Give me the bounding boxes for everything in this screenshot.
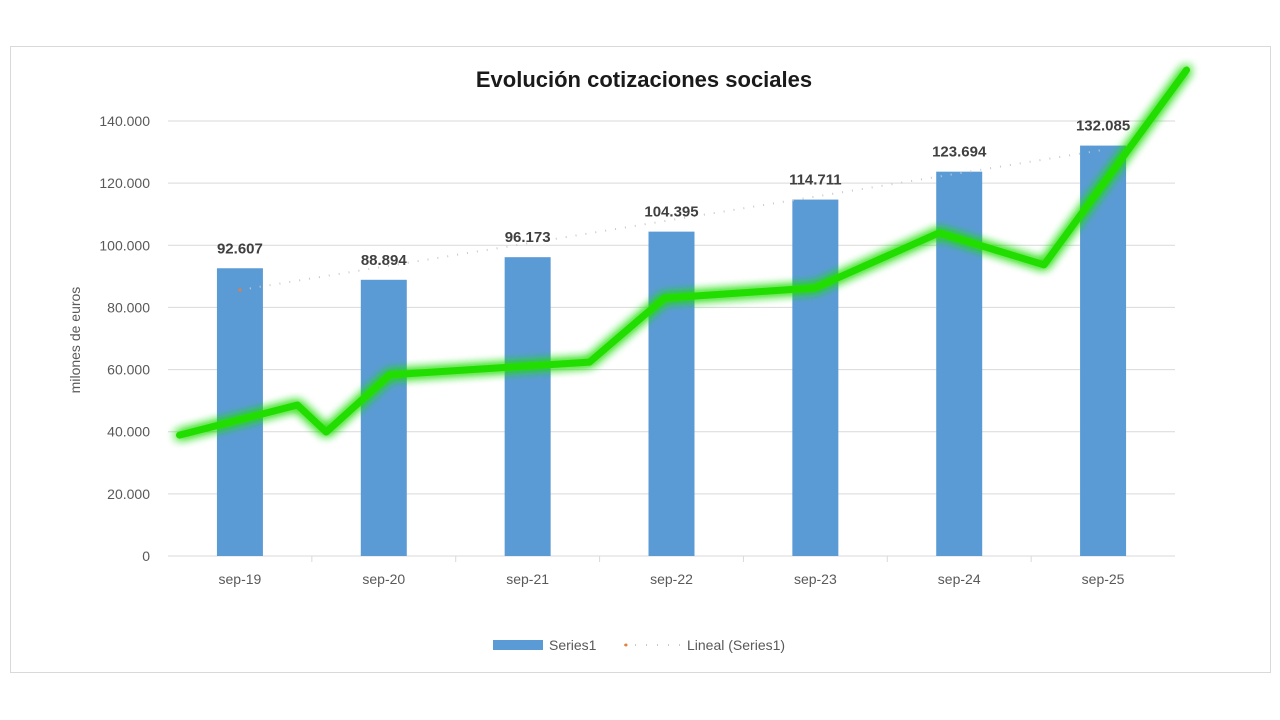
legend-label-trendline: Lineal (Series1)	[687, 637, 785, 653]
bar	[792, 199, 839, 556]
x-tick-label: sep-21	[506, 571, 549, 587]
y-tick-label: 100.000	[99, 237, 150, 253]
annotation-line	[176, 66, 1191, 439]
y-tick-label: 20.000	[107, 486, 150, 502]
y-tick-label: 140.000	[99, 113, 150, 129]
bar	[216, 268, 263, 556]
legend-label-series1: Series1	[549, 637, 597, 653]
bar	[360, 279, 407, 556]
legend-marker-trendline	[624, 643, 628, 647]
y-tick-label: 0	[142, 548, 150, 564]
data-label: 96.173	[505, 229, 551, 246]
data-label: 92.607	[217, 240, 263, 257]
data-label: 132.085	[1076, 118, 1130, 135]
legend-swatch-series1	[493, 640, 543, 650]
bar	[504, 257, 551, 556]
y-tick-label: 60.000	[107, 362, 150, 378]
data-label: 114.711	[789, 172, 842, 189]
bar	[936, 171, 983, 556]
data-label: 88.894	[361, 252, 408, 269]
y-tick-label: 120.000	[99, 175, 150, 191]
x-tick-label: sep-25	[1082, 571, 1125, 587]
x-tick-label: sep-19	[219, 571, 262, 587]
x-tick-label: sep-23	[794, 571, 837, 587]
bar	[1080, 145, 1127, 557]
x-tick-label: sep-22	[650, 571, 693, 587]
x-tick-label: sep-24	[938, 571, 981, 587]
legend: Series1 Lineal (Series1)	[493, 637, 785, 653]
chart-frame	[10, 46, 1271, 673]
data-label: 123.694	[932, 144, 987, 161]
chart-title: Evolución cotizaciones sociales	[476, 67, 812, 92]
y-tick-label: 80.000	[107, 299, 150, 315]
x-tick-label: sep-20	[362, 571, 405, 587]
bar	[648, 231, 695, 556]
y-tick-label: 40.000	[107, 424, 150, 440]
y-axis-label: milones de euros	[67, 287, 83, 394]
trendline-marker	[238, 288, 242, 292]
data-label: 104.395	[644, 204, 698, 221]
